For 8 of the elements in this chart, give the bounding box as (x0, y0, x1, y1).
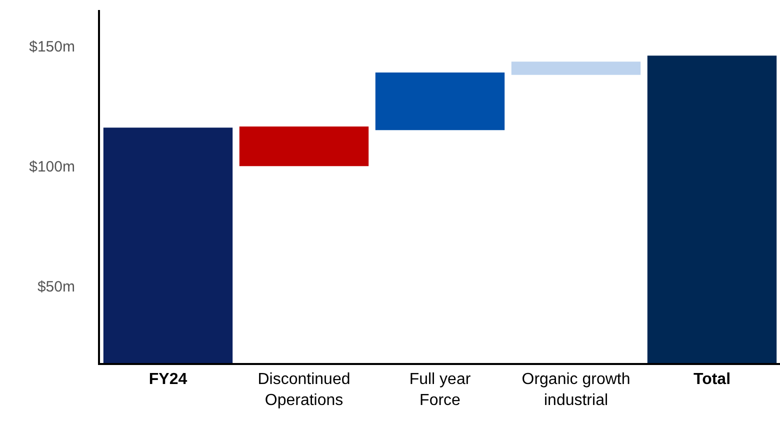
x-tick-label: Organic growth industrial (522, 371, 630, 409)
y-tick-label: $50m (37, 278, 75, 296)
y-tick-label: $100m (29, 158, 75, 176)
x-tick-label: Total (693, 371, 731, 388)
x-tick-label: FY24 (148, 371, 188, 388)
y-tick-label: $150m (29, 38, 75, 56)
x-tick-label: Full year Force (409, 371, 472, 409)
x-tick-label: Discontinued Operations (258, 371, 350, 409)
